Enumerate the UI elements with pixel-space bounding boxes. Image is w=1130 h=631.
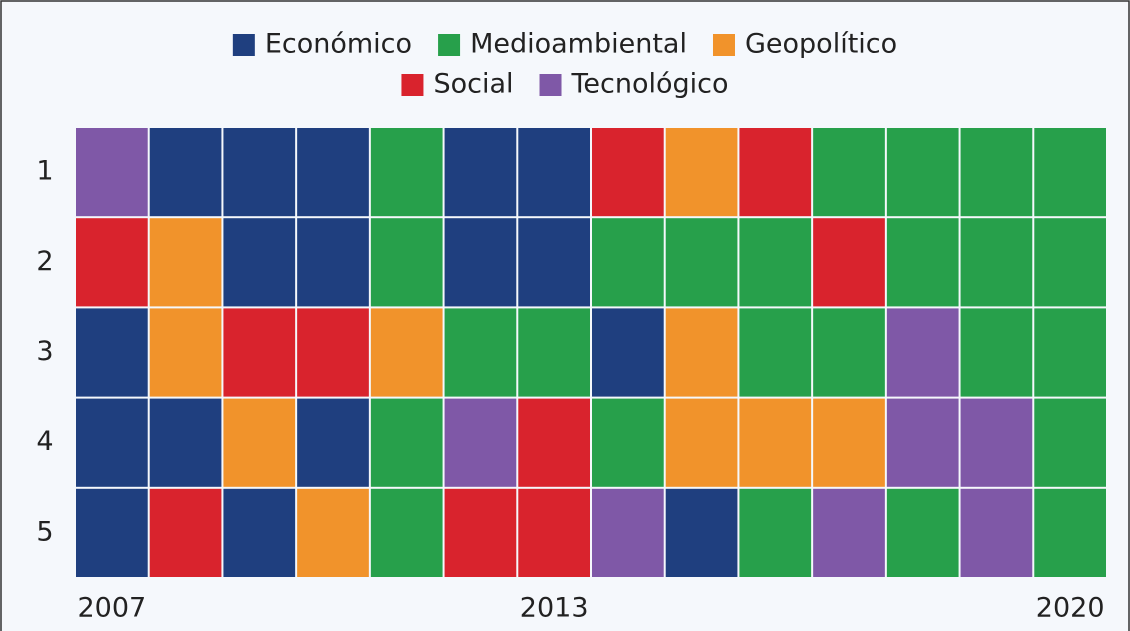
- cell: [149, 308, 222, 397]
- cell: [960, 398, 1033, 487]
- cell: [297, 488, 369, 577]
- legend-label: Social: [433, 69, 513, 100]
- cell: [665, 308, 738, 397]
- cell: [297, 308, 369, 397]
- cell: [739, 218, 812, 307]
- cell: [76, 488, 148, 577]
- cell: [960, 488, 1033, 577]
- cell: [665, 218, 738, 307]
- cell: [76, 218, 148, 307]
- legend-swatch: [401, 74, 424, 96]
- cell: [518, 488, 590, 577]
- cell: [886, 308, 959, 397]
- cell: [223, 308, 296, 397]
- cell: [370, 128, 443, 217]
- cell: [813, 308, 885, 397]
- cell: [813, 488, 885, 577]
- cell: [813, 398, 885, 487]
- cell: [518, 218, 590, 307]
- cell: [1034, 398, 1106, 487]
- cell: [592, 398, 664, 487]
- cell: [518, 308, 590, 397]
- cell: [297, 218, 369, 307]
- cell: [370, 488, 443, 577]
- cell: [76, 398, 148, 487]
- x-tick-label: 2020: [1036, 593, 1105, 624]
- legend-swatch: [539, 74, 562, 96]
- cell: [297, 128, 369, 217]
- cell: [960, 128, 1033, 217]
- cell: [665, 128, 738, 217]
- cell: [739, 308, 812, 397]
- cell: [370, 398, 443, 487]
- cell: [1034, 128, 1106, 217]
- cell: [592, 218, 664, 307]
- cell: [1034, 218, 1106, 307]
- cell: [886, 398, 959, 487]
- cell: [665, 398, 738, 487]
- cell: [149, 128, 222, 217]
- cell: [223, 218, 296, 307]
- cell: [739, 488, 812, 577]
- cell: [813, 218, 885, 307]
- cell: [444, 488, 517, 577]
- y-tick-label: 1: [36, 156, 53, 187]
- y-tick-label: 3: [36, 336, 53, 367]
- cell: [592, 128, 664, 217]
- cell: [223, 128, 296, 217]
- cell: [76, 128, 148, 217]
- cell: [76, 308, 148, 397]
- cell: [886, 218, 959, 307]
- cell: [960, 308, 1033, 397]
- legend-label: Medioambiental: [470, 29, 687, 60]
- cell: [886, 488, 959, 577]
- cell: [1034, 308, 1106, 397]
- cell: [297, 398, 369, 487]
- cell: [223, 398, 296, 487]
- legend-swatch: [712, 34, 735, 56]
- cell: [960, 218, 1033, 307]
- x-tick-label: 2007: [77, 593, 146, 624]
- legend-swatch: [232, 34, 255, 56]
- cell: [518, 128, 590, 217]
- cell: [592, 488, 664, 577]
- cell: [444, 308, 517, 397]
- cell: [1034, 488, 1106, 577]
- legend-swatch: [438, 34, 461, 56]
- cell: [444, 218, 517, 307]
- cell: [518, 398, 590, 487]
- cell: [444, 128, 517, 217]
- cell: [149, 218, 222, 307]
- legend-label: Tecnológico: [571, 69, 729, 100]
- cell: [149, 488, 222, 577]
- cell: [886, 128, 959, 217]
- cell: [739, 398, 812, 487]
- cell: [370, 308, 443, 397]
- cell: [444, 398, 517, 487]
- legend-label: Geopolítico: [745, 29, 897, 60]
- y-tick-label: 5: [36, 516, 53, 547]
- cell: [592, 308, 664, 397]
- cell: [665, 488, 738, 577]
- y-tick-label: 2: [36, 246, 53, 277]
- cell: [739, 128, 812, 217]
- cell: [223, 488, 296, 577]
- y-tick-label: 4: [36, 426, 53, 457]
- x-tick-label: 2013: [520, 593, 589, 624]
- legend-label: Económico: [265, 29, 412, 60]
- cell: [813, 128, 885, 217]
- cell: [370, 218, 443, 307]
- cell: [149, 398, 222, 487]
